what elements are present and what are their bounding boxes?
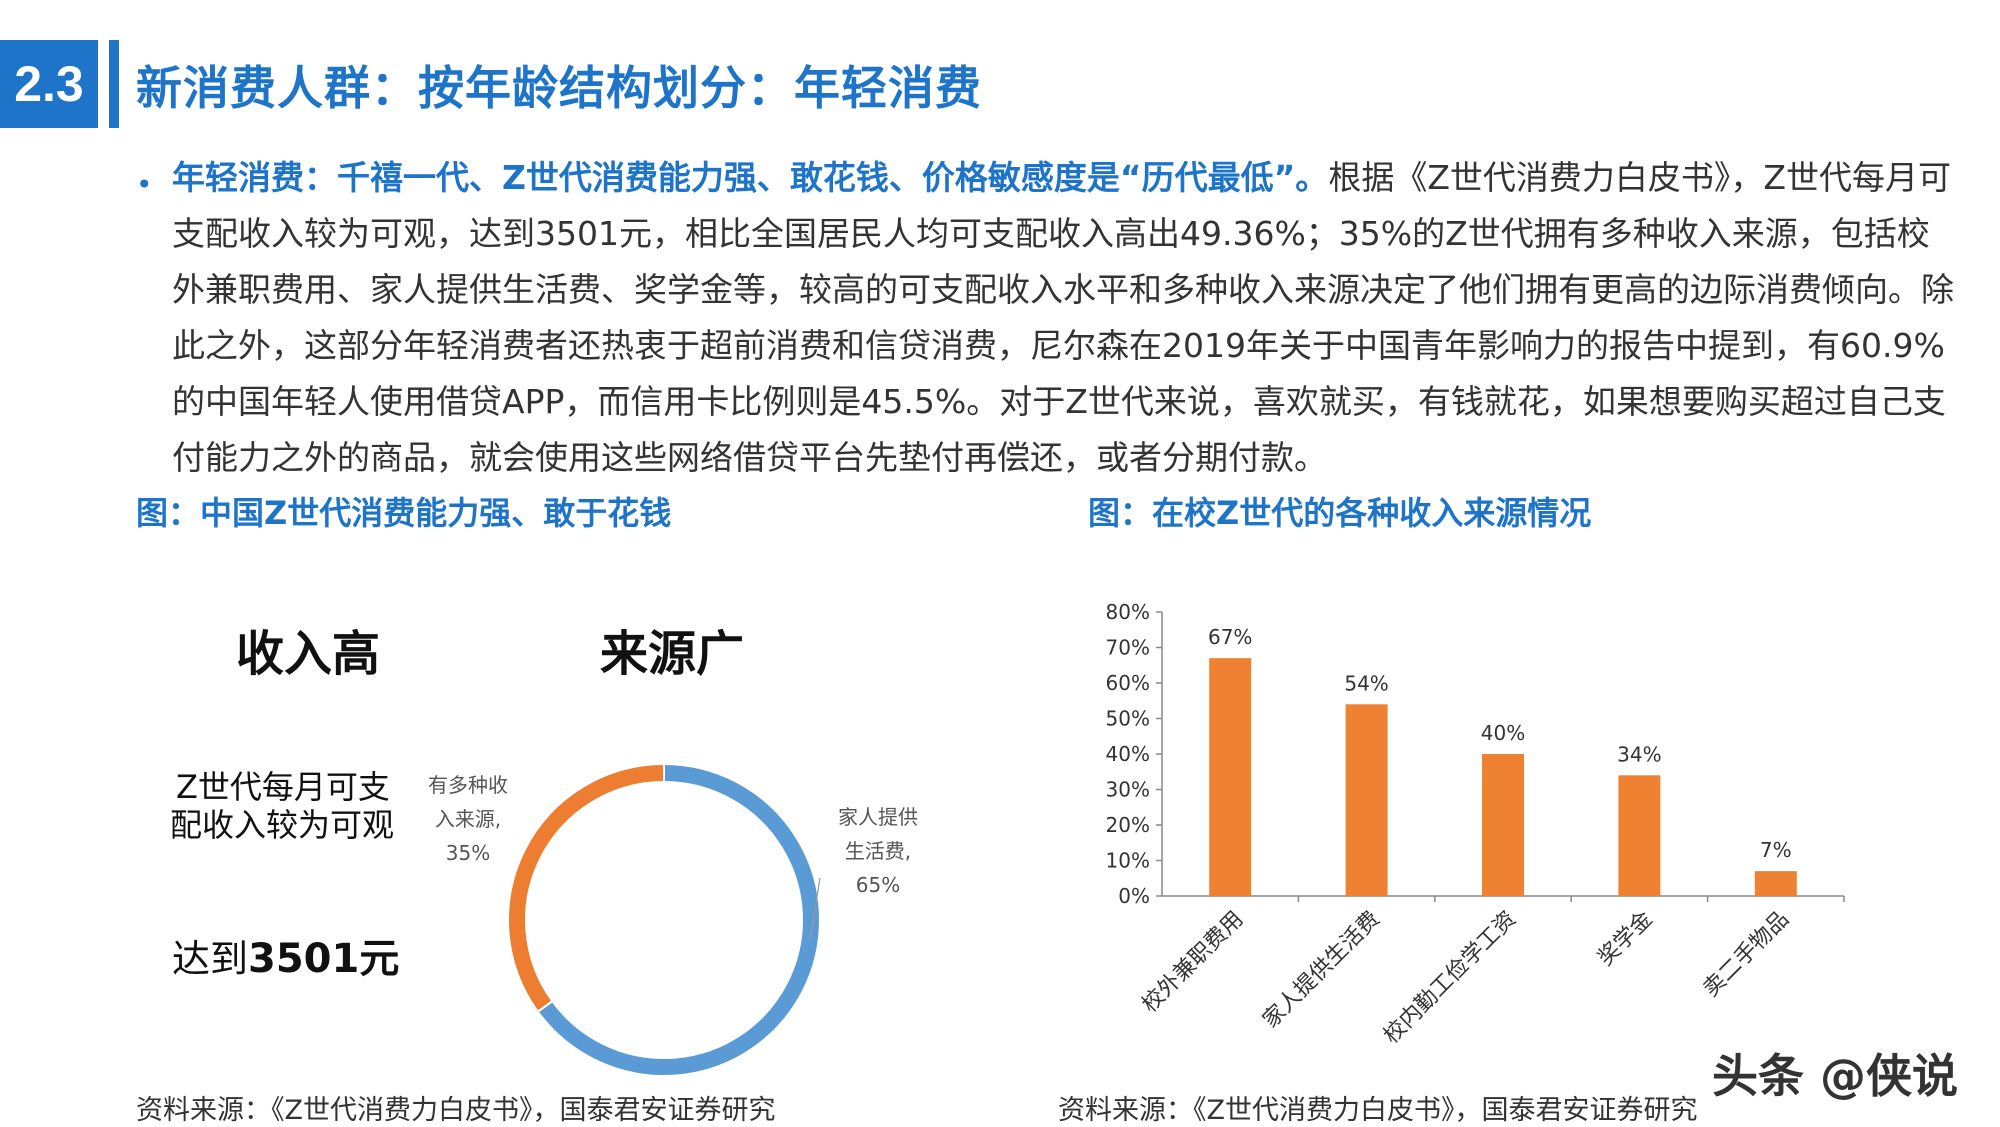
- donut-leader-line: [809, 877, 821, 941]
- bar: [1754, 871, 1797, 896]
- income-source-donut-chart: 家人提供生活费, 65% 有多种收入来源, 35%: [428, 762, 918, 1077]
- right-figure-caption: 图：在校Z世代的各种收入来源情况: [1088, 494, 1592, 532]
- intro-lead: 年轻消费：千禧一代、Z世代消费能力强、敢花钱、价格敏感度是“历代最低”。: [172, 158, 1329, 197]
- x-category-label: 家人提供生活费: [1258, 907, 1385, 1034]
- bar-value-label: 7%: [1760, 838, 1792, 862]
- y-tick-label: 20%: [1106, 813, 1150, 837]
- bar-value-label: 40%: [1481, 721, 1525, 745]
- page-title: 新消费人群：按年龄结构划分：年轻消费: [136, 61, 982, 115]
- y-tick-label: 0%: [1118, 884, 1150, 908]
- income-heading: 收入高: [236, 626, 381, 682]
- bar: [1209, 658, 1252, 896]
- bar-value-label: 67%: [1208, 625, 1252, 649]
- intro-body: 根据《Z世代消费力白皮书》，Z世代每月可支配收入较为可观，达到3501元，相比全…: [172, 158, 1954, 477]
- y-tick-label: 60%: [1106, 671, 1150, 695]
- y-tick-label: 70%: [1106, 636, 1150, 660]
- income-reach-value: 3501元: [248, 936, 400, 982]
- income-reach-prefix: 达到: [172, 937, 249, 981]
- bar: [1345, 704, 1388, 896]
- income-sources-bar-chart: 0% 10% 20% 30% 40% 50% 60% 70% 80% 67% 校外兼职费用 54% 家人…: [1106, 600, 1845, 1049]
- donut-slice-label: 家人提供生活费, 65%: [838, 805, 918, 897]
- bar: [1482, 754, 1524, 896]
- left-figure-source: 资料来源：《Z世代消费力白皮书》，国泰君安证券研究: [136, 1095, 776, 1126]
- donut-slice-label: 有多种收入来源, 35%: [428, 773, 508, 865]
- y-tick-label: 10%: [1106, 849, 1150, 873]
- bar-value-label: 34%: [1617, 742, 1661, 766]
- bullet-icon: •: [136, 168, 153, 201]
- bar: [1618, 775, 1661, 896]
- y-tick-label: 80%: [1106, 600, 1150, 624]
- y-tick-label: 30%: [1106, 778, 1150, 802]
- right-figure-source: 资料来源：《Z世代消费力白皮书》，国泰君安证券研究: [1058, 1095, 1698, 1126]
- y-tick-label: 40%: [1106, 742, 1150, 766]
- x-category-label: 校外兼职费用: [1137, 907, 1248, 1018]
- y-tick-label: 50%: [1106, 707, 1150, 731]
- bar-value-label: 54%: [1344, 671, 1388, 695]
- x-category-label: 校内勤工俭学工资: [1379, 907, 1521, 1049]
- income-amount: 达到3501元: [172, 926, 399, 984]
- title-accent-bar: [109, 40, 119, 128]
- x-category-label: 奖学金: [1593, 907, 1657, 971]
- donut-slice: [507, 762, 665, 1014]
- section-number: 2.3: [0, 40, 98, 128]
- sources-heading: 来源广: [600, 626, 745, 682]
- watermark: 头条 @侠说: [1712, 1049, 1959, 1103]
- left-figure-caption: 图：中国Z世代消费能力强、敢于花钱: [136, 494, 672, 532]
- income-desc-line1: Z世代每月可支: [176, 768, 390, 806]
- income-desc-line2: 配收入较为可观: [170, 806, 395, 844]
- x-category-label: 卖二手物品: [1699, 907, 1794, 1002]
- intro-paragraph: 年轻消费：千禧一代、Z世代消费能力强、敢花钱、价格敏感度是“历代最低”。根据《Z…: [172, 150, 1962, 486]
